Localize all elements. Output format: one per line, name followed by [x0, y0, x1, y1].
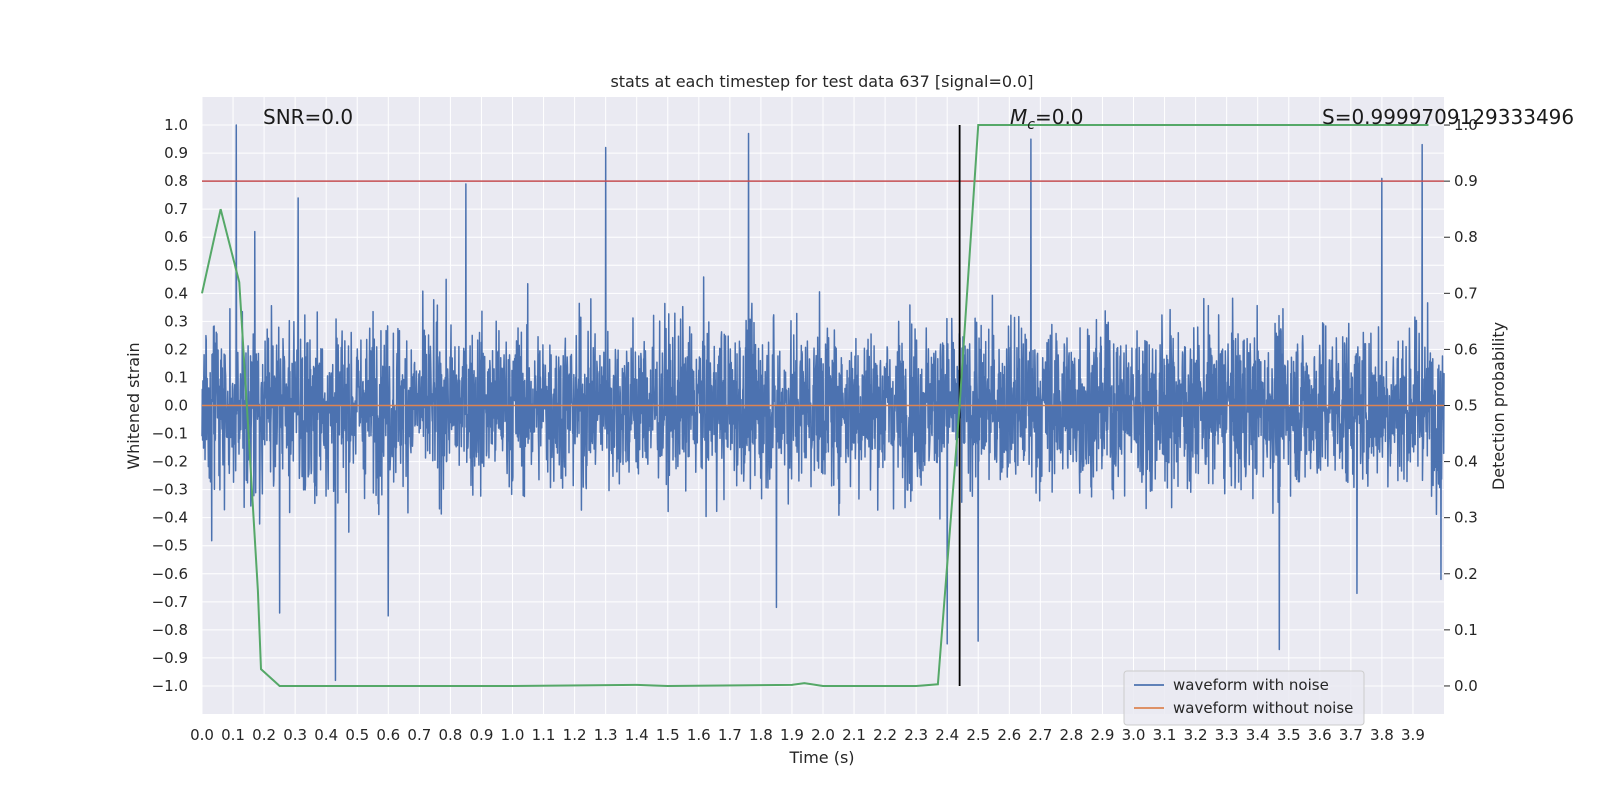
x-tick-label: 3.3: [1215, 726, 1239, 744]
x-tick-label: 0.7: [407, 726, 431, 744]
y-tick-label: 0.5: [164, 256, 188, 274]
y2-tick-label: 0.7: [1454, 284, 1478, 302]
y2-tick-label: 0.3: [1454, 509, 1478, 527]
y-tick-label: −0.8: [152, 621, 188, 639]
x-tick-label: 0.0: [190, 726, 214, 744]
y-tick-label: −0.9: [152, 649, 188, 667]
x-tick-label: 1.5: [656, 726, 680, 744]
y2-tick-label: 0.9: [1454, 172, 1478, 190]
x-tick-label: 2.5: [966, 726, 990, 744]
snr-annotation: SNR=0.0: [263, 105, 353, 129]
x-tick-label: 3.9: [1401, 726, 1425, 744]
x-tick-label: 2.3: [904, 726, 928, 744]
x-tick-label: 0.3: [283, 726, 307, 744]
x-tick-label: 2.4: [935, 726, 959, 744]
y-tick-label: 0.6: [164, 228, 188, 246]
x-tick-label: 1.8: [749, 726, 773, 744]
y-tick-label: 0.9: [164, 144, 188, 162]
y-tick-label: −0.4: [152, 509, 188, 527]
x-tick-label: 3.7: [1339, 726, 1363, 744]
y-tick-label: 0.7: [164, 200, 188, 218]
y-tick-label: −0.2: [152, 453, 188, 471]
y2-tick-label: 0.0: [1454, 677, 1478, 695]
y-tick-label: 1.0: [164, 116, 188, 134]
x-tick-label: 1.0: [501, 726, 525, 744]
x-tick-label: 0.8: [438, 726, 462, 744]
x-tick-label: 1.2: [563, 726, 587, 744]
y-tick-label: 0.4: [164, 284, 188, 302]
x-tick-label: 1.6: [687, 726, 711, 744]
x-tick-label: 2.8: [1059, 726, 1083, 744]
x-tick-label: 2.6: [997, 726, 1021, 744]
x-tick-label: 2.2: [873, 726, 897, 744]
chirp-mass-symbol: M: [1010, 105, 1027, 129]
y2-tick-label: 0.4: [1454, 453, 1478, 471]
x-tick-label: 2.7: [1028, 726, 1052, 744]
x-tick-label: 2.0: [811, 726, 835, 744]
x-tick-label: 1.9: [780, 726, 804, 744]
chirp-mass-subscript: c: [1027, 117, 1035, 133]
chirp-mass-value: =0.0: [1035, 105, 1084, 129]
y-tick-label: −0.1: [152, 425, 188, 443]
y2-tick-labels: 1.0 0.9 0.8 0.7 0.6 0.5 0.4 0.3 0.2 0.1 0.0: [1444, 116, 1478, 695]
y2-tick-label: 0.6: [1454, 340, 1478, 358]
x-tick-label: 1.4: [625, 726, 649, 744]
x-tick-label: 0.4: [314, 726, 338, 744]
y-tick-label: −1.0: [152, 677, 188, 695]
x-tick-labels: 0.0 0.1 0.2 0.3 0.4 0.5 0.6 0.7 0.8 0.9 1.0 1.1 1.2 1…: [190, 726, 1425, 744]
y-axis-label: Whitened strain: [124, 342, 143, 469]
y-tick-label: 0.1: [164, 368, 188, 386]
legend-box: [1123, 670, 1365, 726]
x-tick-label: 3.4: [1246, 726, 1270, 744]
x-tick-label: 0.2: [252, 726, 276, 744]
y2-tick-label: 0.8: [1454, 228, 1478, 246]
x-tick-label: 3.5: [1277, 726, 1301, 744]
y-tick-label: −0.3: [152, 481, 188, 499]
y-tick-label: −0.6: [152, 565, 188, 583]
x-tick-label: 3.0: [1122, 726, 1146, 744]
y2-tick-label: 0.5: [1454, 397, 1478, 415]
x-tick-label: 0.6: [376, 726, 400, 744]
x-tick-label: 0.5: [345, 726, 369, 744]
x-tick-label: 1.7: [718, 726, 742, 744]
x-tick-label: 2.1: [842, 726, 866, 744]
chirp-mass-annotation: Mc=0.0: [1010, 105, 1084, 133]
y2-axis-label: Detection probability: [1489, 322, 1508, 490]
legend: waveform with noise waveform without noi…: [1123, 670, 1365, 726]
x-tick-label: 3.2: [1184, 726, 1208, 744]
x-tick-label: 0.1: [221, 726, 245, 744]
y-tick-label: −0.5: [152, 537, 188, 555]
x-tick-label: 0.9: [470, 726, 494, 744]
y-tick-labels: 1.0 0.9 0.8 0.7 0.6 0.5 0.4 0.3 0.2 0.1 0.0 −0.1 −0.…: [152, 116, 188, 695]
y2-tick-label: 0.2: [1454, 565, 1478, 583]
y-tick-label: −0.7: [152, 593, 188, 611]
y-tick-label: 0.2: [164, 340, 188, 358]
x-tick-label: 2.9: [1091, 726, 1115, 744]
series-detection-probability: [201, 124, 1429, 687]
y-tick-label: 0.8: [164, 172, 188, 190]
score-annotation: S=0.9999709129333496: [1322, 105, 1574, 129]
x-tick-label: 3.1: [1153, 726, 1177, 744]
chart-title: stats at each timestep for test data 637…: [610, 72, 1033, 91]
legend-label-clean: waveform without noise: [1173, 699, 1353, 717]
x-tick-label: 1.3: [594, 726, 618, 744]
y-tick-label: 0.3: [164, 312, 188, 330]
x-tick-label: 1.1: [532, 726, 556, 744]
x-tick-label: 3.8: [1370, 726, 1394, 744]
legend-label-noise: waveform with noise: [1173, 676, 1329, 694]
y-tick-label: 0.0: [164, 397, 188, 415]
y2-tick-label: 0.1: [1454, 621, 1478, 639]
x-axis-label: Time (s): [788, 748, 854, 767]
y2-tick-label: 1.0: [1454, 116, 1478, 134]
x-tick-label: 3.6: [1308, 726, 1332, 744]
